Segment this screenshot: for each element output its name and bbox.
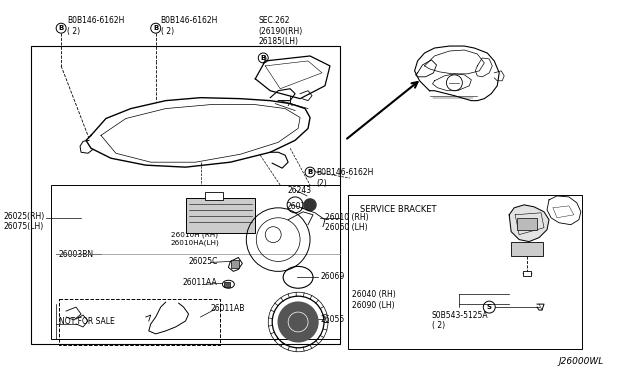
Text: 26025C: 26025C: [189, 257, 218, 266]
Bar: [59, 299, 220, 345]
Circle shape: [304, 199, 316, 211]
Text: S: S: [487, 304, 492, 310]
Text: S0B543-5125A
( 2): S0B543-5125A ( 2): [431, 311, 488, 330]
Text: B: B: [153, 25, 158, 31]
Text: 26003BN: 26003BN: [58, 250, 93, 259]
Text: B0B146-6162H
( 2): B0B146-6162H ( 2): [67, 16, 124, 36]
Bar: [225, 282, 230, 287]
Text: 26010 (RH)
26060 (LH): 26010 (RH) 26060 (LH): [325, 213, 369, 232]
Text: SEC.262
(26190(RH)
26185(LH): SEC.262 (26190(RH) 26185(LH): [259, 16, 303, 46]
Text: 26011AA: 26011AA: [182, 278, 218, 287]
Bar: [232, 260, 239, 268]
Text: 26055: 26055: [321, 315, 345, 324]
Bar: [517, 218, 537, 230]
Bar: [31, 46, 340, 344]
Bar: [523, 271, 531, 276]
Bar: [51, 185, 340, 339]
Text: 26069: 26069: [321, 272, 345, 281]
Circle shape: [278, 302, 318, 342]
Bar: [186, 198, 255, 232]
Text: 26025(RH)
26075(LH): 26025(RH) 26075(LH): [3, 212, 45, 231]
Bar: [348, 195, 582, 349]
Bar: [205, 192, 223, 200]
Text: 26011AB: 26011AB: [211, 304, 245, 313]
Text: 26243: 26243: [287, 186, 311, 195]
Text: B: B: [260, 55, 266, 61]
Bar: [511, 241, 543, 256]
Text: B0B146-6162H
(2): B0B146-6162H (2): [316, 168, 373, 187]
Text: NOT FOR SALE: NOT FOR SALE: [59, 317, 115, 326]
Text: 26010H (RH)
26010HA(LH): 26010H (RH) 26010HA(LH): [171, 232, 220, 246]
Text: J26000WL: J26000WL: [559, 357, 604, 366]
Text: SERVICE BRACKET: SERVICE BRACKET: [360, 205, 436, 214]
Text: 26011A: 26011A: [286, 202, 316, 211]
Text: 26040 (RH)
26090 (LH): 26040 (RH) 26090 (LH): [352, 290, 396, 310]
Text: B: B: [307, 169, 313, 175]
Polygon shape: [509, 205, 549, 241]
Text: B: B: [58, 25, 64, 31]
Text: B0B146-6162H
( 2): B0B146-6162H ( 2): [161, 16, 218, 36]
